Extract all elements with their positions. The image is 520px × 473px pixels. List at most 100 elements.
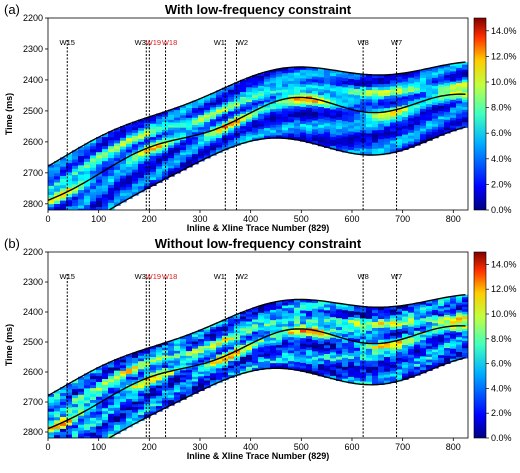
section-cell [48, 232, 55, 236]
section-cell [54, 232, 61, 236]
section-cell [48, 459, 55, 463]
section-cell [48, 462, 55, 466]
y-tick-label: 2700 [23, 168, 43, 178]
well-label: W8 [358, 272, 369, 281]
section-cell [54, 447, 61, 451]
well-label: W15 [60, 38, 75, 47]
section-cell [72, 446, 79, 450]
section-cell [78, 452, 85, 456]
section-cell [54, 462, 61, 466]
colorbar-tick-label: 4.0% [491, 154, 512, 164]
section-cell [66, 231, 73, 235]
section-cell [54, 226, 61, 230]
section-cell [60, 456, 67, 460]
colorbar-tick-label: 8.0% [491, 334, 512, 344]
section-cell [54, 222, 61, 226]
y-tick-label: 2200 [23, 13, 43, 23]
section-cell [84, 211, 91, 215]
well-label: W15 [60, 272, 75, 281]
section-cell [72, 443, 79, 447]
colorbar-tick-label: 2.0% [491, 179, 512, 189]
section-cell [60, 453, 67, 457]
well-label: W8 [358, 38, 369, 47]
section-cell [60, 225, 67, 229]
section-cell [60, 219, 67, 223]
well-label: W7 [391, 38, 402, 47]
colorbar-tick-label: 6.0% [491, 128, 512, 138]
section-cell [84, 439, 91, 443]
well-label: W3 [135, 38, 146, 47]
x-axis-label: Inline & Xline Trace Number (829) [187, 223, 330, 233]
colorbar: 0.0%2.0%4.0%6.0%8.0%10.0%12.0%14.0% [474, 252, 517, 443]
section-cell [72, 212, 79, 216]
x-axis-label: Inline & Xline Trace Number (829) [187, 451, 330, 461]
colorbar-tick-label: 2.0% [491, 408, 512, 418]
colorbar-tick-label: 14.0% [491, 259, 517, 269]
section-cell [72, 449, 79, 453]
x-tick-label: 800 [446, 214, 461, 224]
x-tick-label: 100 [91, 214, 106, 224]
section-cell [72, 452, 79, 456]
section-cell [78, 218, 85, 222]
section-cell [84, 448, 91, 452]
section-cell [78, 440, 85, 444]
x-tick-label: 100 [91, 442, 106, 452]
section-cell [78, 215, 85, 219]
section-cell [66, 222, 73, 226]
colorbar-tick-label: 0.0% [491, 205, 512, 215]
y-tick-label: 2800 [23, 427, 43, 437]
section-cell [60, 235, 67, 239]
y-tick-label: 2400 [23, 307, 43, 317]
section-cell [90, 208, 97, 212]
colorbar-gradient [474, 18, 486, 210]
well-label: W7 [391, 272, 402, 281]
section-cell [48, 453, 55, 457]
chart-title: Without low-frequency constraint [155, 236, 362, 251]
section-cell [54, 438, 61, 442]
y-tick-label: 2700 [23, 397, 43, 407]
section-cell [48, 229, 55, 233]
panel-label: (a) [4, 2, 20, 17]
section-cell [72, 225, 79, 229]
section-cell [66, 441, 73, 445]
section-cell [48, 226, 55, 230]
section-cell [54, 444, 61, 448]
section-cell [48, 241, 55, 245]
section-cell [66, 444, 73, 448]
section-cell [60, 438, 67, 442]
well-label: W2 [237, 272, 248, 281]
section-cell [72, 440, 79, 444]
colorbar-tick-label: 10.0% [491, 309, 517, 319]
section-cell [84, 217, 91, 221]
y-tick-label: 2800 [23, 199, 43, 209]
section-cell [72, 222, 79, 226]
section-cell [54, 216, 61, 220]
section-cell [78, 221, 85, 225]
section-cell [78, 437, 85, 441]
section-cell [60, 228, 67, 232]
well-label: W18 [162, 272, 177, 281]
section-cell [54, 453, 61, 457]
section-cell [72, 215, 79, 219]
section-cell [60, 441, 67, 445]
well-label: W19 [146, 272, 161, 281]
section-cell [60, 450, 67, 454]
well-label: W2 [237, 38, 248, 47]
colorbar: 0.0%2.0%4.0%6.0%8.0%10.0%12.0%14.0% [474, 18, 517, 215]
x-tick-label: 700 [395, 214, 410, 224]
section-cell [48, 238, 55, 242]
x-tick-label: 0 [45, 214, 50, 224]
y-tick-label: 2600 [23, 367, 43, 377]
section-cell [78, 446, 85, 450]
section-cell [72, 228, 79, 232]
section-cell [84, 445, 91, 449]
section-cell [90, 436, 97, 440]
section-cell [54, 456, 61, 460]
chart-title: With low-frequency constraint [165, 2, 352, 17]
section-cell [84, 442, 91, 446]
section-cell [78, 443, 85, 447]
